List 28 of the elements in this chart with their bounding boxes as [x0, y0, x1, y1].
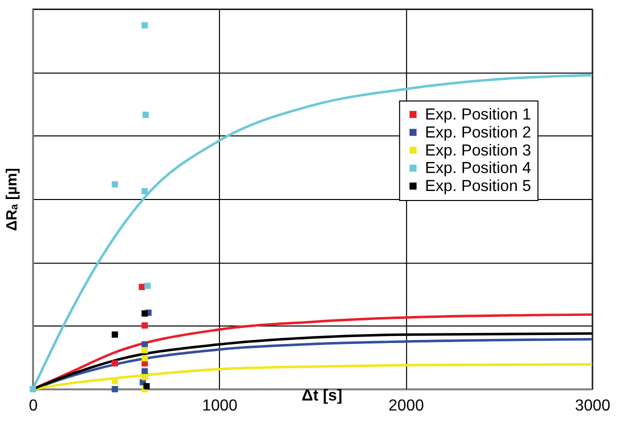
x-tick-label: 2000 [388, 398, 424, 415]
point [142, 368, 148, 374]
point [142, 188, 148, 194]
x-tick-label: 0 [28, 398, 38, 415]
point [142, 310, 148, 317]
point [142, 22, 148, 28]
legend-label: Exp. Position 1 [424, 106, 532, 124]
point [144, 282, 151, 289]
x-tick-label: 3000 [574, 398, 611, 415]
point [112, 331, 118, 338]
x-tick-label: 1000 [202, 398, 238, 415]
legend-label: Exp. Position 4 [424, 160, 532, 178]
point [142, 374, 148, 380]
point [112, 181, 118, 188]
point [112, 386, 118, 392]
point [30, 386, 36, 392]
x-axis-title: Δt [s] [302, 388, 342, 405]
point [142, 341, 148, 348]
legend-label: Exp. Position 5 [424, 178, 532, 196]
point [142, 112, 149, 118]
point [142, 347, 148, 354]
point [143, 383, 150, 390]
point [112, 360, 118, 366]
legend-label: Exp. Position 2 [424, 124, 532, 142]
legend-label: Exp. Position 3 [424, 142, 532, 160]
point [142, 355, 148, 362]
y-axis-title: ΔRₐ [µm] [3, 168, 20, 232]
point [142, 322, 148, 329]
